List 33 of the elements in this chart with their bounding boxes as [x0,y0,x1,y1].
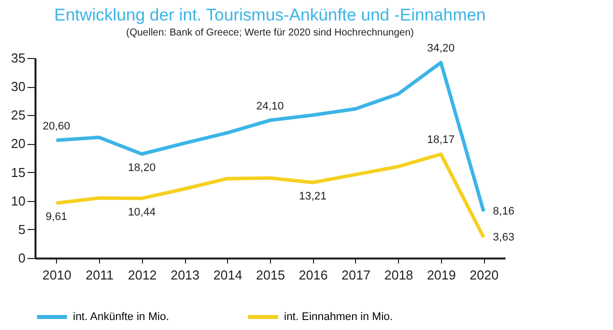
data-label: 24,10 [256,100,284,112]
data-label: 9,61 [46,211,68,224]
x-tick-label: 2012 [128,268,157,282]
x-tick-label: 2013 [170,268,200,282]
x-tick-label: 2014 [213,268,242,282]
legend-label: int. Ankünfte in Mio. [73,311,169,323]
x-tick-label: 2011 [86,268,114,282]
x-tick-label: 2018 [384,268,414,282]
y-tick-label: 35 [11,50,26,66]
x-tick-label: 2010 [42,268,72,282]
x-tick-label: 2017 [341,268,370,282]
y-tick-label: 30 [11,79,26,94]
chart-title: Entwicklung der int. Tourismus-Ankünfte und -Einnahmen [54,6,486,25]
data-label: 8,16 [492,205,514,218]
data-label: 13,21 [298,190,326,203]
y-tick-label: 10 [11,193,26,208]
data-label: 34,20 [427,42,455,55]
y-tick-label: 0 [18,250,26,266]
x-tick-label: 2015 [256,268,285,282]
data-label: 18,17 [427,134,455,146]
x-tick-label: 2019 [426,268,456,282]
chart-subtitle: (Quellen: Bank of Greece; Werte für 2020 sind Hochrechnungen) [126,28,414,39]
y-tick-label: 15 [11,164,26,180]
x-tick-label: 2020 [470,268,499,282]
data-label: 20,60 [42,120,70,132]
y-tick-label: 25 [11,108,26,123]
y-tick-label: 20 [11,136,26,152]
data-label: 3,63 [492,231,514,244]
x-tick-label: 2016 [298,268,328,282]
data-label: 10,44 [128,206,156,218]
data-label: 18,20 [128,162,156,174]
legend-label: int. Einnahmen in Mio. [284,311,393,323]
y-tick-label: 5 [18,222,26,237]
